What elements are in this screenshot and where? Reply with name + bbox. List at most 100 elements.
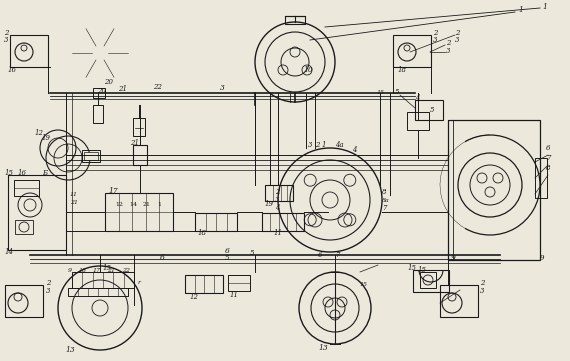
Text: 22: 22	[153, 83, 162, 91]
Text: 11: 11	[274, 229, 283, 237]
Bar	[285, 16, 305, 24]
Text: 9: 9	[68, 268, 72, 273]
Bar	[5, 285, 43, 317]
Text: 8: 8	[382, 188, 386, 196]
Text: 12: 12	[35, 129, 44, 137]
Text: 3: 3	[275, 196, 279, 204]
Text: 21: 21	[143, 203, 151, 208]
Bar	[14, 180, 39, 196]
Text: 18: 18	[79, 268, 87, 273]
Text: б: б	[160, 254, 165, 262]
Text: 21: 21	[107, 268, 115, 273]
Text: 4: 4	[275, 204, 279, 212]
Text: 15: 15	[360, 283, 368, 287]
Text: Б: Б	[42, 169, 47, 177]
Text: 13: 13	[65, 346, 75, 354]
Text: 15: 15	[418, 266, 427, 274]
Text: 7: 7	[335, 251, 340, 259]
Text: 2: 2	[480, 279, 484, 287]
Text: 17: 17	[108, 187, 118, 195]
Bar	[72, 272, 134, 288]
Text: 19: 19	[42, 134, 51, 142]
Text: 10: 10	[303, 66, 313, 74]
Text: 3: 3	[46, 287, 51, 295]
Text: 15: 15	[377, 91, 385, 96]
Text: 8а: 8а	[382, 197, 390, 203]
Bar	[93, 88, 105, 98]
Bar	[133, 118, 145, 136]
Bar	[15, 220, 33, 234]
Bar	[133, 145, 147, 165]
Bar	[68, 288, 128, 296]
Text: 18: 18	[398, 66, 407, 74]
Text: 3: 3	[455, 36, 459, 44]
Bar	[413, 270, 449, 292]
Text: 17: 17	[93, 268, 101, 273]
Text: 2: 2	[46, 279, 51, 287]
Text: 11: 11	[70, 192, 78, 197]
Bar	[393, 35, 431, 67]
Text: 20: 20	[97, 87, 106, 95]
Text: 8: 8	[546, 164, 551, 172]
Bar	[415, 100, 443, 120]
Text: 21: 21	[70, 200, 78, 205]
Text: 3: 3	[308, 141, 312, 149]
Text: 12: 12	[115, 203, 123, 208]
Text: 18: 18	[198, 229, 207, 237]
Bar	[8, 175, 66, 250]
Text: 7: 7	[546, 154, 551, 162]
Text: 5: 5	[430, 106, 434, 114]
Bar	[535, 158, 547, 198]
Text: 7: 7	[382, 204, 386, 212]
Text: 15: 15	[103, 264, 112, 272]
Text: 3: 3	[220, 84, 225, 92]
Text: 3: 3	[480, 287, 484, 295]
Bar	[420, 272, 436, 288]
Text: 19: 19	[265, 200, 274, 208]
Text: 6: 6	[318, 251, 323, 259]
Bar	[407, 112, 429, 130]
Bar	[84, 152, 98, 160]
Text: 9: 9	[540, 254, 544, 262]
Bar	[448, 120, 540, 260]
Text: 4а: 4а	[335, 141, 344, 149]
Bar	[105, 193, 173, 231]
Text: 22: 22	[122, 268, 130, 273]
Text: 15: 15	[5, 169, 14, 177]
Text: 3: 3	[433, 36, 438, 44]
Text: 4: 4	[415, 94, 420, 102]
Bar	[228, 275, 250, 291]
Bar	[440, 285, 478, 317]
Text: 1: 1	[322, 141, 327, 149]
Text: 5: 5	[395, 88, 400, 96]
Text: 5: 5	[250, 249, 254, 257]
Text: 16: 16	[8, 66, 17, 74]
Bar	[93, 105, 103, 123]
Text: 1: 1	[542, 3, 547, 11]
Text: 20: 20	[104, 78, 113, 86]
Text: 21: 21	[130, 139, 139, 147]
Text: 2: 2	[433, 29, 438, 37]
Bar	[195, 213, 237, 231]
Text: 4: 4	[352, 146, 356, 154]
Text: r: r	[138, 280, 141, 286]
Text: 2: 2	[275, 188, 279, 196]
Text: 21: 21	[118, 85, 127, 93]
Text: 15: 15	[408, 264, 417, 272]
Text: 11: 11	[230, 291, 239, 299]
Bar	[82, 150, 100, 162]
Text: 14: 14	[5, 248, 14, 256]
Text: 1: 1	[157, 203, 161, 208]
Text: 9: 9	[451, 254, 456, 262]
Text: 14: 14	[129, 203, 137, 208]
Text: 13: 13	[318, 344, 328, 352]
Text: 3: 3	[446, 47, 450, 55]
Text: 2: 2	[446, 39, 450, 47]
Bar	[10, 35, 48, 67]
Bar	[265, 185, 293, 201]
Bar	[262, 213, 304, 231]
Text: 3: 3	[4, 36, 9, 44]
Text: 16: 16	[18, 169, 27, 177]
Text: 2: 2	[4, 29, 9, 37]
Text: 12: 12	[190, 293, 199, 301]
